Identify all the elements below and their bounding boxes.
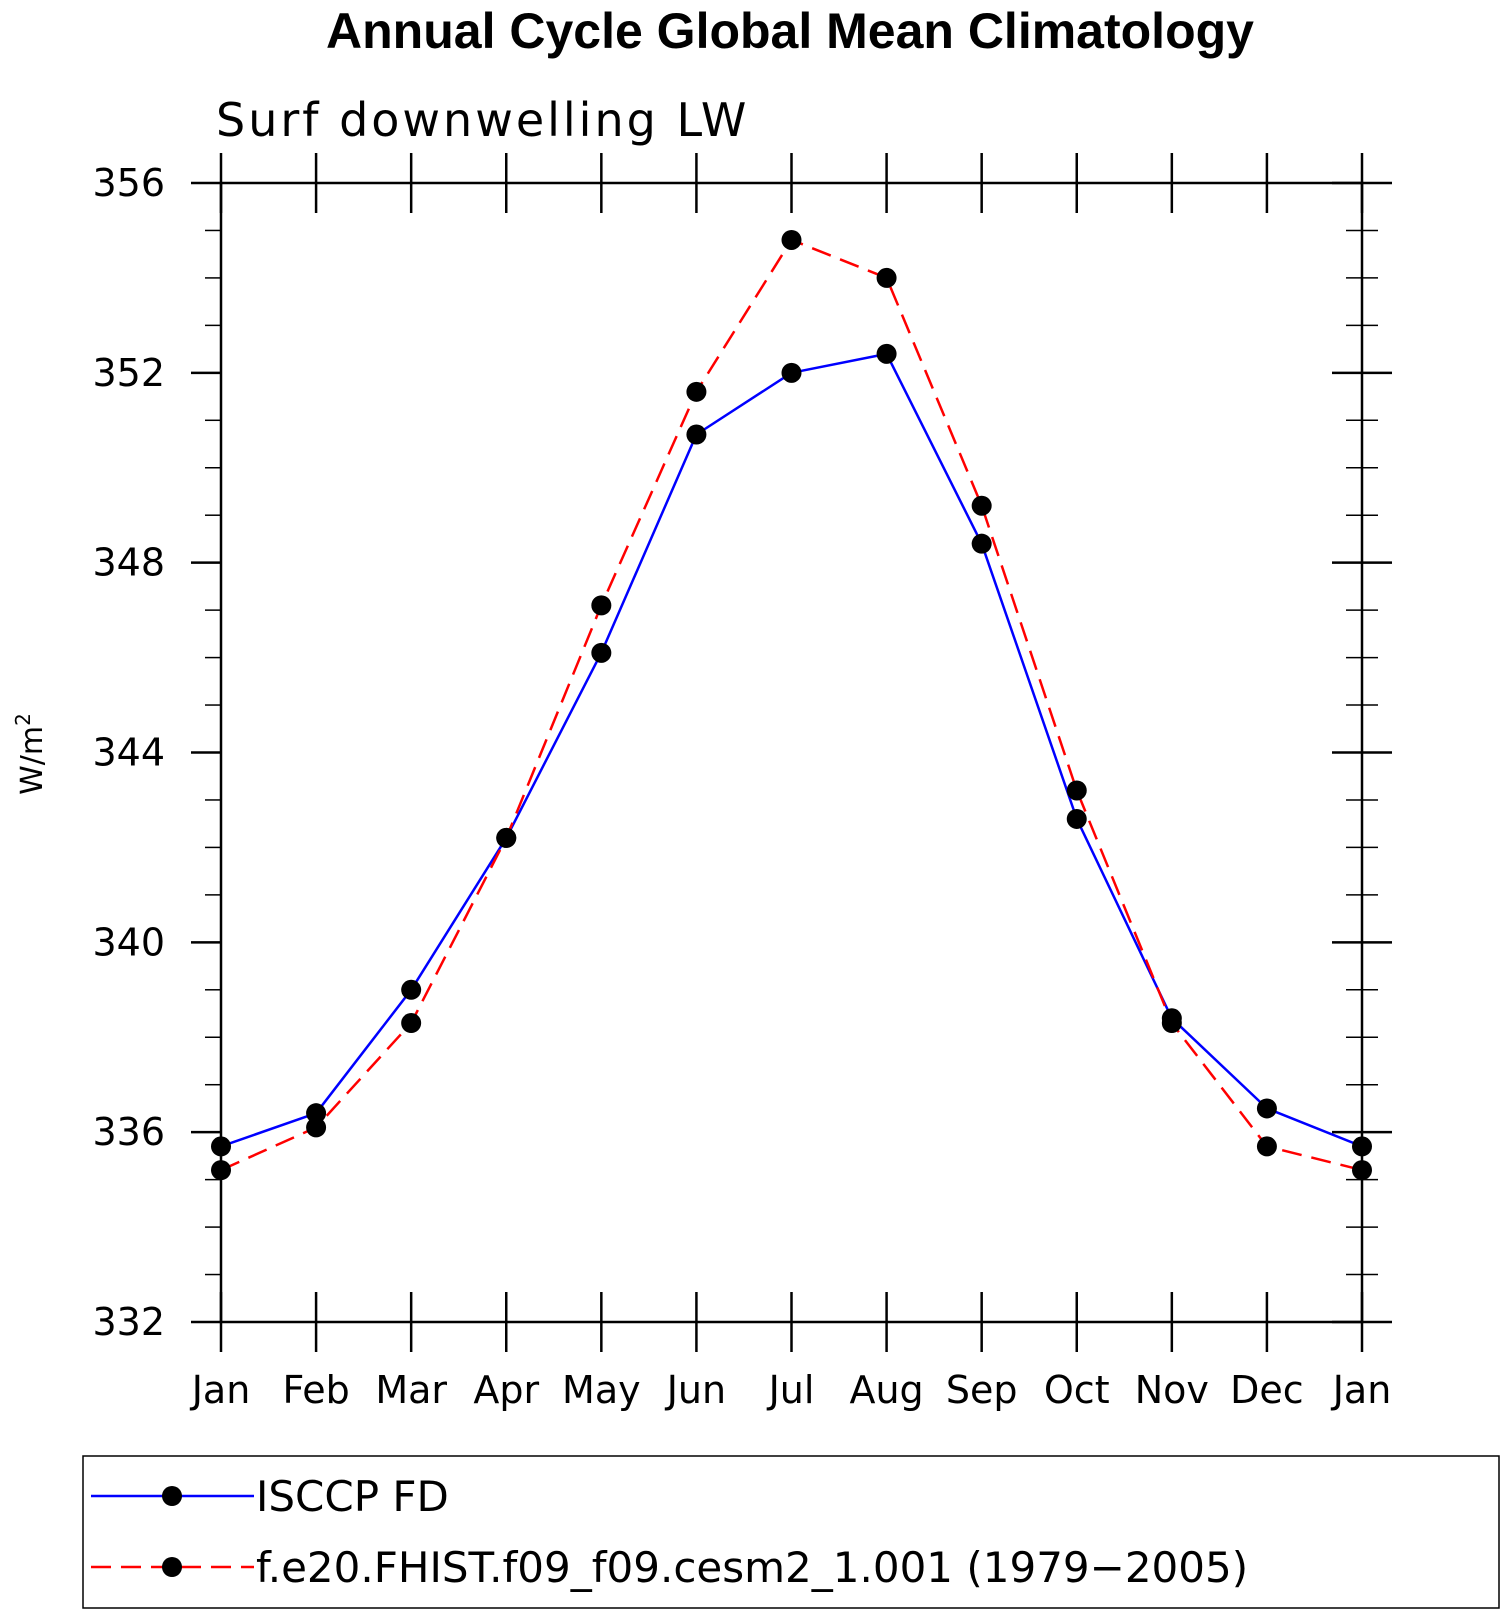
x-tick-label: Aug (849, 1368, 923, 1412)
plot-frame (219, 181, 1364, 1324)
legend-marker-series-0 (162, 1486, 182, 1506)
data-point-series-0 (1352, 1136, 1372, 1157)
x-tick-label: Oct (1044, 1368, 1110, 1412)
x-tick-label: Apr (473, 1368, 539, 1412)
legend: ISCCP FD f.e20.FHIST.f09_f09.cesm2_1.001… (82, 1455, 1500, 1609)
x-tick-label: Nov (1135, 1368, 1209, 1412)
x-tick-label: May (562, 1368, 641, 1412)
x-tick-label: Jun (665, 1368, 726, 1412)
data-point-series-1 (306, 1117, 327, 1138)
series-markers (211, 229, 1372, 1181)
x-tick-label: Jan (1331, 1368, 1392, 1412)
x-tick-label: Jul (767, 1368, 815, 1412)
data-point-series-0 (781, 362, 802, 383)
x-tick-label: Jan (190, 1368, 251, 1412)
y-tick-label: 336 (92, 1110, 165, 1154)
x-tick-label: Dec (1230, 1368, 1304, 1412)
series-line-0 (220, 352, 1363, 1148)
data-point-series-1 (876, 267, 897, 288)
data-point-series-1 (781, 229, 802, 250)
x-axis-tick-labels: Jan Feb Mar Apr May Jun Jul Aug Sep Oct Nov Dec Jan (190, 1368, 1392, 1412)
legend-label-series-0: ISCCP FD (256, 1472, 449, 1521)
data-point-series-0 (971, 533, 992, 554)
data-point-series-0 (1066, 808, 1087, 829)
chart-title: Annual Cycle Global Mean Climatology (326, 3, 1254, 59)
x-tick-label: Feb (282, 1368, 349, 1412)
data-point-series-1 (1352, 1160, 1372, 1181)
data-point-series-1 (496, 827, 517, 848)
data-point-series-1 (1066, 780, 1087, 801)
data-point-series-0 (1256, 1098, 1277, 1119)
data-point-series-1 (1256, 1136, 1277, 1157)
y-tick-label: 356 (92, 161, 165, 205)
data-point-series-0 (211, 1136, 231, 1157)
y-axis-tick-labels: 332 336 340 344 348 352 356 (92, 161, 165, 1344)
chart-subtitle: Surf downwelling LW (216, 93, 749, 147)
data-point-series-1 (686, 381, 707, 402)
legend-label-series-1: f.e20.FHIST.f09_f09.cesm2_1.001 (1979−20… (256, 1543, 1248, 1592)
y-axis-label: W/m2 (11, 713, 50, 795)
data-point-series-1 (1161, 1013, 1182, 1034)
x-tick-label: Mar (375, 1368, 447, 1412)
data-point-series-1 (591, 595, 612, 616)
y-tick-label: 332 (92, 1300, 165, 1344)
data-point-series-1 (971, 495, 992, 516)
x-tick-label: Sep (946, 1368, 1018, 1412)
y-tick-label: 352 (92, 351, 165, 395)
data-point-series-0 (401, 979, 422, 1000)
data-point-series-0 (306, 1103, 327, 1124)
y-tick-label: 340 (92, 920, 165, 964)
y-axis-label-superscript: 2 (11, 713, 35, 726)
legend-box (82, 1455, 1500, 1609)
data-point-series-0 (686, 424, 707, 445)
y-tick-label: 348 (92, 541, 165, 585)
data-point-series-0 (591, 642, 612, 663)
y-axis-label-text: W/m (15, 726, 50, 795)
axis-ticks (191, 153, 1392, 1352)
legend-marker-series-1 (162, 1557, 182, 1577)
data-point-series-1 (211, 1160, 231, 1181)
data-point-series-0 (876, 343, 897, 364)
y-tick-label: 344 (92, 731, 165, 775)
data-point-series-1 (401, 1013, 422, 1034)
